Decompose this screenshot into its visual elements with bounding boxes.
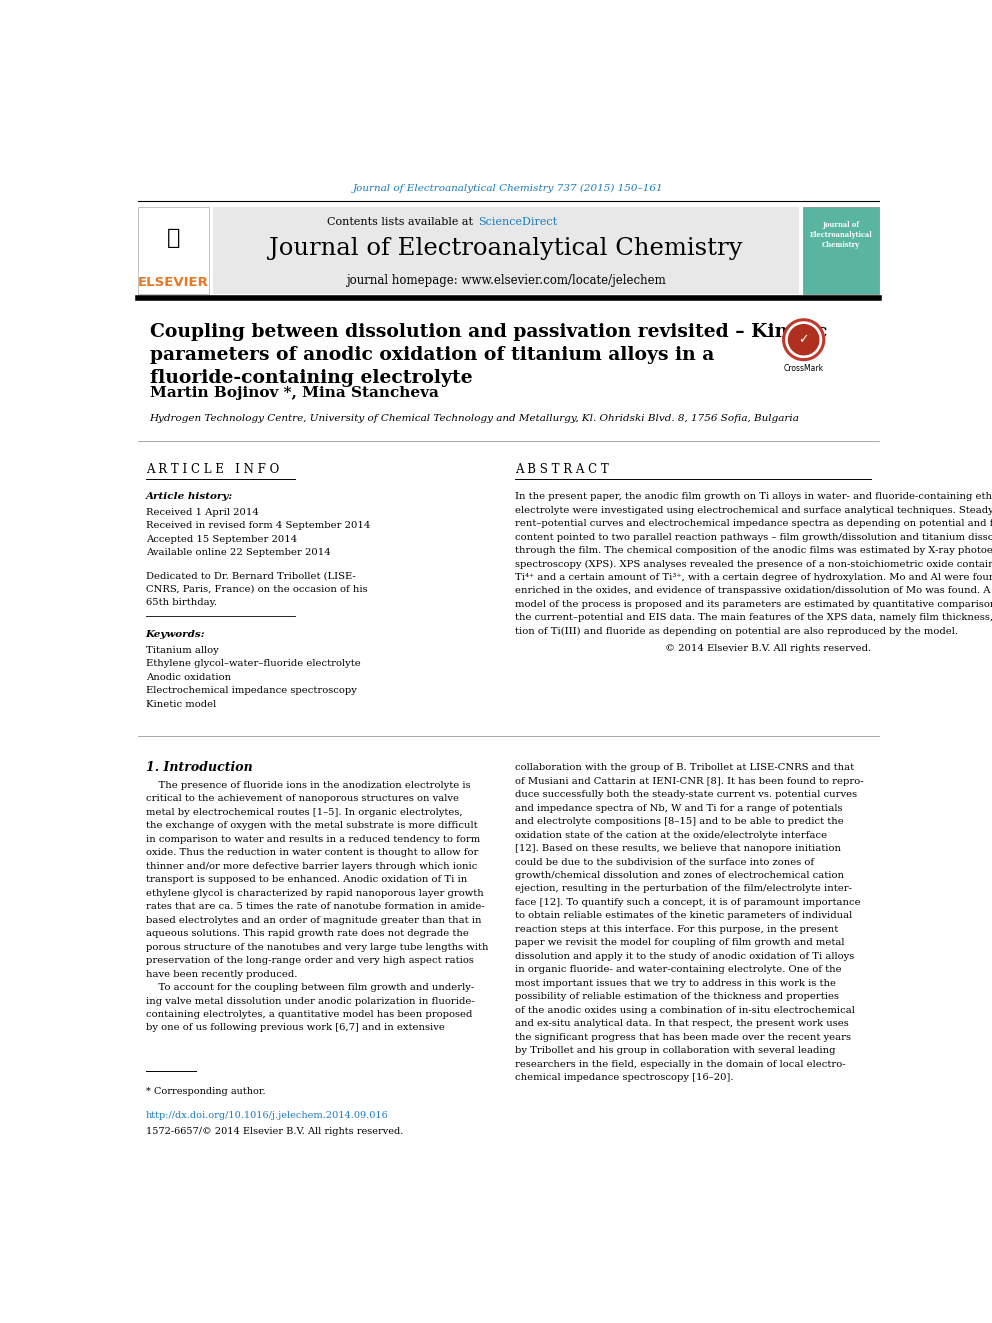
Text: CrossMark: CrossMark: [784, 364, 823, 373]
Text: http://dx.doi.org/10.1016/j.jelechem.2014.09.016: http://dx.doi.org/10.1016/j.jelechem.201…: [146, 1111, 389, 1121]
Text: have been recently produced.: have been recently produced.: [146, 970, 297, 979]
Text: Dedicated to Dr. Bernard Tribollet (LISE-: Dedicated to Dr. Bernard Tribollet (LISE…: [146, 572, 355, 579]
Text: aqueous solutions. This rapid growth rate does not degrade the: aqueous solutions. This rapid growth rat…: [146, 929, 468, 938]
Text: by one of us following previous work [6,7] and in extensive: by one of us following previous work [6,…: [146, 1024, 444, 1032]
Text: * Corresponding author.: * Corresponding author.: [146, 1086, 265, 1095]
Text: 🌲: 🌲: [167, 228, 181, 249]
Text: of Musiani and Cattarin at IENI-CNR [8]. It has been found to repro-: of Musiani and Cattarin at IENI-CNR [8].…: [515, 777, 863, 786]
Polygon shape: [783, 319, 824, 360]
Text: thinner and/or more defective barrier layers through which ionic: thinner and/or more defective barrier la…: [146, 861, 477, 871]
Text: Electrochemical impedance spectroscopy: Electrochemical impedance spectroscopy: [146, 687, 356, 695]
Text: and impedance spectra of Nb, W and Ti for a range of potentials: and impedance spectra of Nb, W and Ti fo…: [515, 803, 842, 812]
Text: ELSEVIER: ELSEVIER: [138, 277, 209, 290]
Text: Journal of Electroanalytical Chemistry 737 (2015) 150–161: Journal of Electroanalytical Chemistry 7…: [353, 184, 664, 193]
Text: growth/chemical dissolution and zones of electrochemical cation: growth/chemical dissolution and zones of…: [515, 871, 843, 880]
Text: Contents lists available at: Contents lists available at: [327, 217, 476, 228]
Text: possibility of reliable estimation of the thickness and properties: possibility of reliable estimation of th…: [515, 992, 838, 1002]
Text: of the anodic oxides using a combination of in-situ electrochemical: of the anodic oxides using a combination…: [515, 1005, 854, 1015]
Text: oxide. Thus the reduction in water content is thought to allow for: oxide. Thus the reduction in water conte…: [146, 848, 478, 857]
Text: Article history:: Article history:: [146, 492, 233, 501]
Text: the exchange of oxygen with the metal substrate is more difficult: the exchange of oxygen with the metal su…: [146, 822, 477, 831]
Text: through the film. The chemical composition of the anodic films was estimated by : through the film. The chemical compositi…: [515, 546, 992, 556]
Text: A R T I C L E   I N F O: A R T I C L E I N F O: [146, 463, 279, 476]
Text: 1. Introduction: 1. Introduction: [146, 761, 252, 774]
Text: Titanium alloy: Titanium alloy: [146, 646, 218, 655]
Text: ✓: ✓: [799, 333, 808, 347]
Text: porous structure of the nanotubes and very large tube lengths with: porous structure of the nanotubes and ve…: [146, 942, 488, 951]
Text: Accepted 15 September 2014: Accepted 15 September 2014: [146, 534, 297, 544]
Text: Hydrogen Technology Centre, University of Chemical Technology and Metallurgy, Kl: Hydrogen Technology Centre, University o…: [150, 414, 800, 422]
Text: critical to the achievement of nanoporous structures on valve: critical to the achievement of nanoporou…: [146, 794, 458, 803]
Text: duce successfully both the steady-state current vs. potential curves: duce successfully both the steady-state …: [515, 790, 857, 799]
Text: 65th birthday.: 65th birthday.: [146, 598, 216, 607]
Text: could be due to the subdivision of the surface into zones of: could be due to the subdivision of the s…: [515, 857, 813, 867]
Text: Anodic oxidation: Anodic oxidation: [146, 672, 231, 681]
Text: the significant progress that has been made over the recent years: the significant progress that has been m…: [515, 1033, 850, 1041]
Text: spectroscopy (XPS). XPS analyses revealed the presence of a non-stoichiometric o: spectroscopy (XPS). XPS analyses reveale…: [515, 560, 992, 569]
Text: model of the process is proposed and its parameters are estimated by quantitativ: model of the process is proposed and its…: [515, 599, 992, 609]
Text: collaboration with the group of B. Tribollet at LISE-CNRS and that: collaboration with the group of B. Tribo…: [515, 763, 854, 773]
Text: [12]. Based on these results, we believe that nanopore initiation: [12]. Based on these results, we believe…: [515, 844, 840, 853]
Text: content pointed to two parallel reaction pathways – film growth/dissolution and : content pointed to two parallel reaction…: [515, 533, 992, 541]
Text: researchers in the field, especially in the domain of local electro-: researchers in the field, especially in …: [515, 1060, 845, 1069]
Text: in comparison to water and results in a reduced tendency to form: in comparison to water and results in a …: [146, 835, 480, 844]
Text: Ethylene glycol–water–fluoride electrolyte: Ethylene glycol–water–fluoride electroly…: [146, 659, 360, 668]
Text: ScienceDirect: ScienceDirect: [478, 217, 558, 228]
Text: Received in revised form 4 September 2014: Received in revised form 4 September 201…: [146, 521, 370, 531]
Bar: [213, 208, 799, 294]
Bar: [138, 208, 209, 294]
Text: paper we revisit the model for coupling of film growth and metal: paper we revisit the model for coupling …: [515, 938, 844, 947]
Text: Journal of Electroanalytical Chemistry: Journal of Electroanalytical Chemistry: [269, 237, 743, 261]
Text: transport is supposed to be enhanced. Anodic oxidation of Ti in: transport is supposed to be enhanced. An…: [146, 876, 467, 884]
Text: the current–potential and EIS data. The main features of the XPS data, namely fi: the current–potential and EIS data. The …: [515, 614, 992, 622]
Text: dissolution and apply it to the study of anodic oxidation of Ti alloys: dissolution and apply it to the study of…: [515, 951, 854, 960]
Text: preservation of the long-range order and very high aspect ratios: preservation of the long-range order and…: [146, 957, 473, 964]
Text: A B S T R A C T: A B S T R A C T: [515, 463, 608, 476]
Text: Journal of
Electroanalytical
Chemistry: Journal of Electroanalytical Chemistry: [809, 221, 872, 249]
Text: Keywords:: Keywords:: [146, 630, 205, 639]
Text: Kinetic model: Kinetic model: [146, 700, 216, 709]
Text: Martin Bojinov *, Mina Stancheva: Martin Bojinov *, Mina Stancheva: [150, 386, 438, 400]
Bar: [803, 208, 879, 294]
Text: The presence of fluoride ions in the anodization electrolyte is: The presence of fluoride ions in the ano…: [146, 781, 470, 790]
Text: reaction steps at this interface. For this purpose, in the present: reaction steps at this interface. For th…: [515, 925, 838, 934]
Text: Available online 22 September 2014: Available online 22 September 2014: [146, 548, 330, 557]
Text: 1572-6657/© 2014 Elsevier B.V. All rights reserved.: 1572-6657/© 2014 Elsevier B.V. All right…: [146, 1127, 403, 1135]
Polygon shape: [786, 321, 821, 357]
Text: Received 1 April 2014: Received 1 April 2014: [146, 508, 259, 517]
Text: and ex-situ analytical data. In that respect, the present work uses: and ex-situ analytical data. In that res…: [515, 1019, 848, 1028]
Text: to obtain reliable estimates of the kinetic parameters of individual: to obtain reliable estimates of the kine…: [515, 912, 852, 921]
Text: electrolyte were investigated using electrochemical and surface analytical techn: electrolyte were investigated using elec…: [515, 505, 992, 515]
Text: CNRS, Paris, France) on the occasion of his: CNRS, Paris, France) on the occasion of …: [146, 585, 367, 594]
Text: oxidation state of the cation at the oxide/electrolyte interface: oxidation state of the cation at the oxi…: [515, 831, 826, 840]
Text: In the present paper, the anodic film growth on Ti alloys in water- and fluoride: In the present paper, the anodic film gr…: [515, 492, 992, 501]
Text: Ti⁴⁺ and a certain amount of Ti³⁺, with a certain degree of hydroxylation. Mo an: Ti⁴⁺ and a certain amount of Ti³⁺, with …: [515, 573, 992, 582]
Text: To account for the coupling between film growth and underly-: To account for the coupling between film…: [146, 983, 474, 992]
Text: ethylene glycol is characterized by rapid nanoporous layer growth: ethylene glycol is characterized by rapi…: [146, 889, 483, 898]
Text: most important issues that we try to address in this work is the: most important issues that we try to add…: [515, 979, 835, 988]
Text: metal by electrochemical routes [1–5]. In organic electrolytes,: metal by electrochemical routes [1–5]. I…: [146, 808, 462, 816]
Text: tion of Ti(III) and fluoride as depending on potential are also reproduced by th: tion of Ti(III) and fluoride as dependin…: [515, 627, 957, 636]
Text: containing electrolytes, a quantitative model has been proposed: containing electrolytes, a quantitative …: [146, 1009, 472, 1019]
Text: by Tribollet and his group in collaboration with several leading: by Tribollet and his group in collaborat…: [515, 1046, 835, 1056]
Text: rates that are ca. 5 times the rate of nanotube formation in amide-: rates that are ca. 5 times the rate of n…: [146, 902, 484, 912]
Text: face [12]. To quantify such a concept, it is of paramount importance: face [12]. To quantify such a concept, i…: [515, 898, 860, 908]
Text: in organic fluoride- and water-containing electrolyte. One of the: in organic fluoride- and water-containin…: [515, 966, 841, 974]
Text: based electrolytes and an order of magnitude greater than that in: based electrolytes and an order of magni…: [146, 916, 481, 925]
Text: rent–potential curves and electrochemical impedance spectra as depending on pote: rent–potential curves and electrochemica…: [515, 519, 992, 528]
Text: and electrolyte compositions [8–15] and to be able to predict the: and electrolyte compositions [8–15] and …: [515, 818, 843, 826]
Polygon shape: [789, 324, 818, 355]
Text: © 2014 Elsevier B.V. All rights reserved.: © 2014 Elsevier B.V. All rights reserved…: [665, 644, 871, 654]
Text: enriched in the oxides, and evidence of transpassive oxidation/dissolution of Mo: enriched in the oxides, and evidence of …: [515, 586, 992, 595]
Text: Coupling between dissolution and passivation revisited – Kinetic
parameters of a: Coupling between dissolution and passiva…: [150, 323, 827, 388]
Text: ing valve metal dissolution under anodic polarization in fluoride-: ing valve metal dissolution under anodic…: [146, 996, 474, 1005]
Text: chemical impedance spectroscopy [16–20].: chemical impedance spectroscopy [16–20].: [515, 1073, 733, 1082]
Text: journal homepage: www.elsevier.com/locate/jelechem: journal homepage: www.elsevier.com/locat…: [346, 274, 666, 287]
Text: ejection, resulting in the perturbation of the film/electrolyte inter-: ejection, resulting in the perturbation …: [515, 885, 851, 893]
